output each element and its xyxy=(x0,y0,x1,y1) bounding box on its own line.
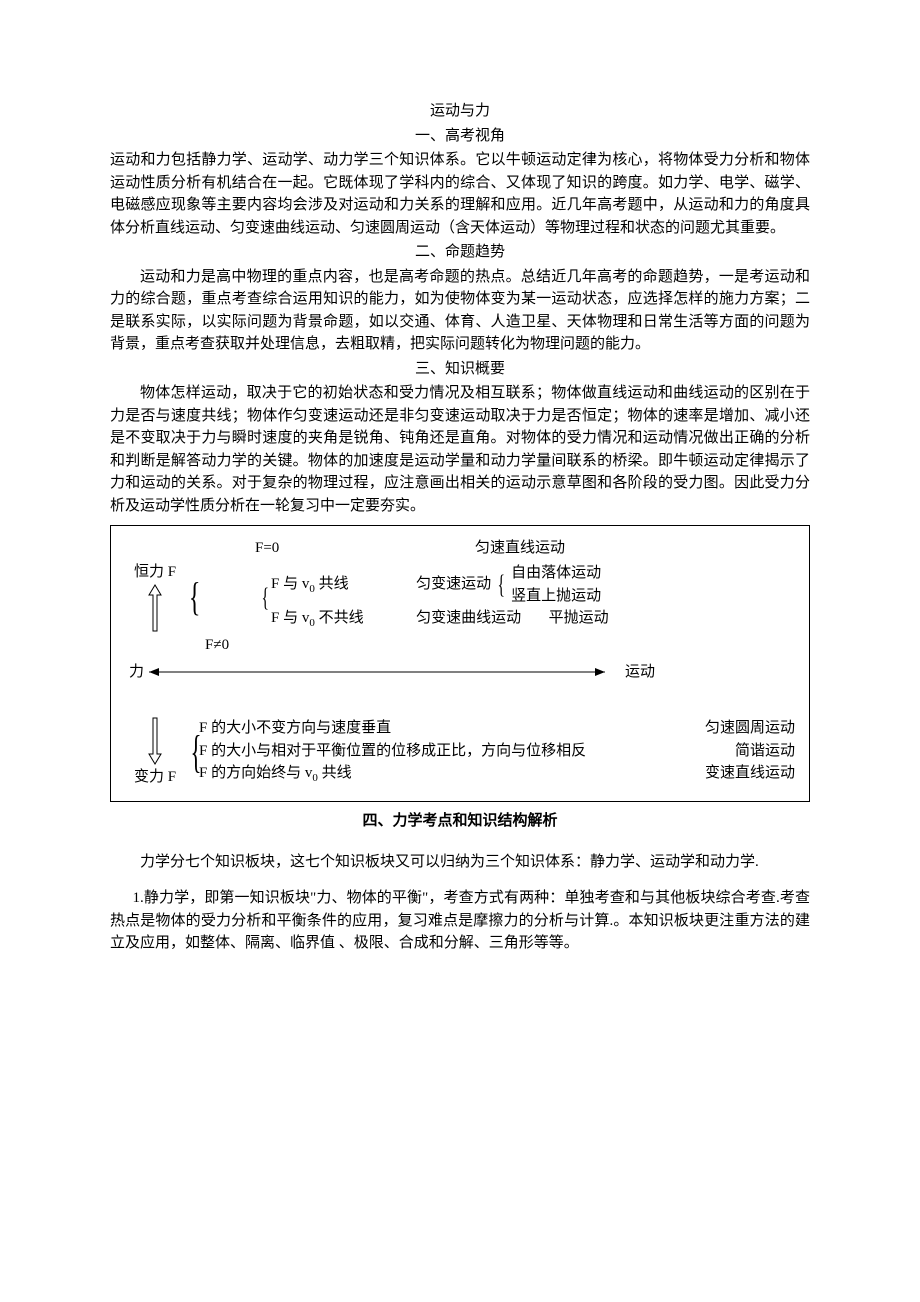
cond-1-label: F 的大小不变方向与速度垂直 xyxy=(199,717,705,740)
force-axis-label: 力 xyxy=(129,661,144,684)
section-4-paragraph-1: 力学分七个知识板块，这七个知识板块又可以归纳为三个知识体系：静力学、运动学和动力… xyxy=(110,851,810,874)
f-v-notcolinear-label: F 与 v0 不共线 xyxy=(271,610,364,626)
result-3-label: 变速直线运动 xyxy=(705,762,795,787)
uniform-accel-curve-label: 匀变速曲线运动 xyxy=(416,610,521,626)
f-zero-label: F=0 xyxy=(255,537,295,560)
const-force-label: 恒力 F xyxy=(134,561,176,584)
brace-icon: { xyxy=(261,591,268,604)
force-motion-axis: 力 运动 xyxy=(125,663,795,681)
f-v-colinear-label: F 与 v0 共线 xyxy=(271,576,349,592)
var-force-label: 变力 F xyxy=(134,766,176,789)
section-2-paragraph: 运动和力是高中物理的重点内容，也是高考命题的热点。总结近几年高考的命题趋势，一是… xyxy=(110,266,810,356)
uniform-linear-label: 匀速直线运动 xyxy=(475,537,565,560)
section-1-paragraph: 运动和力包括静力学、运动学、动力学三个知识体系。它以牛顿运动定律为核心，将物体受… xyxy=(110,149,810,239)
f-nonzero-label: F≠0 xyxy=(205,634,229,657)
cond-2-label: F 的大小与相对于平衡位置的位移成正比，方向与位移相反 xyxy=(199,740,705,763)
down-arrow-icon xyxy=(145,716,165,766)
result-2-label: 简谐运动 xyxy=(735,740,795,763)
projectile-label: 平抛运动 xyxy=(549,610,609,626)
motion-axis-label: 运动 xyxy=(625,661,655,684)
brace-icon: { xyxy=(189,587,201,607)
section-1-heading: 一、高考视角 xyxy=(110,125,810,148)
section-3-heading: 三、知识概要 xyxy=(110,358,810,381)
up-arrow-icon xyxy=(145,583,165,633)
vertical-throw-label: 竖直上抛运动 xyxy=(511,585,601,608)
brace-icon: { xyxy=(497,578,504,591)
section-4-heading: 四、力学考点和知识结构解析 xyxy=(110,810,810,833)
cond-3-label: F 的方向始终与 v0 共线 xyxy=(199,762,705,787)
concept-diagram: F=0 匀速直线运动 恒力 F { { F 与 v0 共线 匀变速运动 { 自由… xyxy=(110,525,810,802)
section-3-paragraph: 物体怎样运动，取决于它的初始状态和受力情况及相互联系；物体做直线运动和曲线运动的… xyxy=(110,382,810,517)
uniform-accel-label: 匀变速运动 xyxy=(416,576,491,592)
section-4-paragraph-2: 1.静力学，即第一知识板块"力、物体的平衡"，考查方式有两种：单独考查和与其他板… xyxy=(110,887,810,955)
brace-icon: { xyxy=(191,742,202,763)
result-1-label: 匀速圆周运动 xyxy=(705,717,795,740)
section-2-heading: 二、命题趋势 xyxy=(110,241,810,264)
free-fall-label: 自由落体运动 xyxy=(511,562,601,585)
page-title: 运动与力 xyxy=(110,100,810,123)
